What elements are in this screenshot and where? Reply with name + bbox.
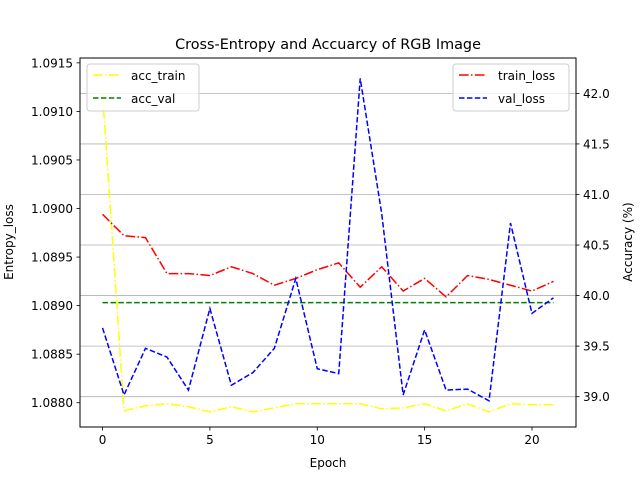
right-y-axis-label: Accuracy (%) bbox=[621, 202, 635, 281]
series-lines bbox=[101, 78, 554, 413]
x-tick-label: 0 bbox=[99, 433, 107, 447]
legend-right: train_loss val_loss bbox=[452, 63, 570, 112]
right-y-axis-ticks: 39.0 39.5 40.0 40.5 41.0 41.5 42.0 bbox=[576, 87, 610, 404]
legend-left: acc_train acc_val bbox=[86, 63, 200, 112]
legend-label-acc-val: acc_val bbox=[131, 92, 175, 106]
legend-label-acc-train: acc_train bbox=[131, 69, 185, 83]
right-y-tick-label: 41.5 bbox=[583, 137, 610, 151]
left-y-tick-label: 1.0905 bbox=[31, 153, 73, 167]
left-y-axis-ticks: 1.0880 1.0885 1.0890 1.0895 1.0900 1.0905 1.09… bbox=[31, 56, 80, 410]
x-tick-label: 20 bbox=[524, 433, 539, 447]
chart-title: Cross-Entropy and Accuarcy of RGB Image bbox=[175, 37, 481, 53]
plot-frame bbox=[79, 57, 577, 428]
series-line-acc-train bbox=[101, 93, 554, 413]
series-line-train-loss bbox=[102, 213, 554, 298]
left-y-tick-label: 1.0880 bbox=[31, 396, 73, 410]
x-axis-label: Epoch bbox=[310, 456, 347, 470]
right-y-tick-label: 41.0 bbox=[583, 188, 610, 202]
x-axis-ticks: 0 5 10 15 20 bbox=[99, 427, 540, 447]
left-y-tick-label: 1.0895 bbox=[31, 251, 73, 265]
left-y-tick-label: 1.0900 bbox=[31, 202, 73, 216]
left-y-tick-label: 1.0915 bbox=[31, 56, 73, 70]
right-y-tick-label: 40.5 bbox=[583, 239, 610, 253]
left-y-tick-label: 1.0890 bbox=[31, 299, 73, 313]
x-tick-label: 5 bbox=[206, 433, 214, 447]
right-y-tick-label: 40.0 bbox=[583, 289, 610, 303]
right-y-tick-label: 39.5 bbox=[583, 340, 610, 354]
legend-label-train-loss: train_loss bbox=[498, 69, 555, 83]
right-y-tick-label: 39.0 bbox=[583, 390, 610, 404]
left-y-tick-label: 1.0910 bbox=[31, 105, 73, 119]
series-line-val-loss bbox=[101, 78, 554, 402]
left-y-tick-label: 1.0885 bbox=[31, 348, 73, 362]
x-tick-label: 15 bbox=[417, 433, 432, 447]
right-y-tick-label: 42.0 bbox=[583, 87, 610, 101]
x-tick-label: 10 bbox=[310, 433, 325, 447]
legend-label-val-loss: val_loss bbox=[498, 92, 545, 106]
left-y-axis-label: Entropy_loss bbox=[2, 204, 16, 280]
